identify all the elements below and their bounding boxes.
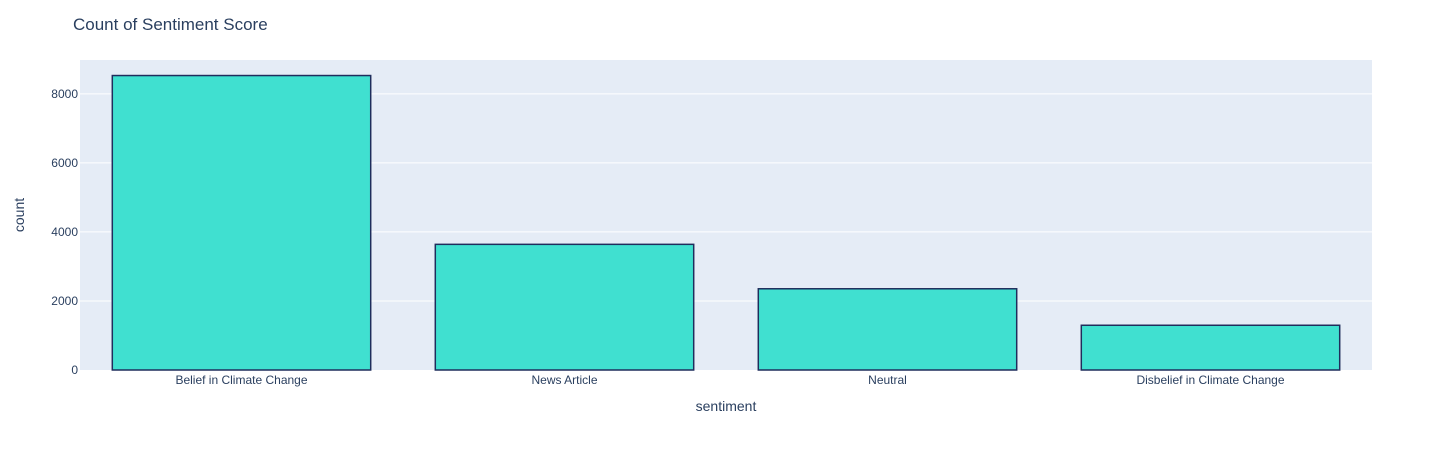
y-axis-ticks: 0 2000 4000 6000 8000 <box>51 87 78 377</box>
x-tick-label: Belief in Climate Change <box>175 373 307 387</box>
y-tick-label: 8000 <box>51 87 78 101</box>
chart-title: Count of Sentiment Score <box>73 15 268 34</box>
y-tick-label: 6000 <box>51 156 78 170</box>
bars <box>111 74 1341 371</box>
y-axis-title: count <box>11 198 27 232</box>
bar <box>434 243 695 371</box>
x-tick-label: Neutral <box>868 373 907 387</box>
bar <box>1080 324 1341 371</box>
x-axis-title: sentiment <box>696 398 757 414</box>
y-tick-label: 2000 <box>51 294 78 308</box>
x-axis-ticks: Belief in Climate Change News Article Neut… <box>175 373 1284 387</box>
x-tick-label: Disbelief in Climate Change <box>1136 373 1284 387</box>
y-tick-label: 4000 <box>51 225 78 239</box>
x-tick-label: News Article <box>531 373 597 387</box>
bar <box>111 74 372 371</box>
y-tick-label: 0 <box>71 363 78 377</box>
bar <box>757 288 1018 371</box>
